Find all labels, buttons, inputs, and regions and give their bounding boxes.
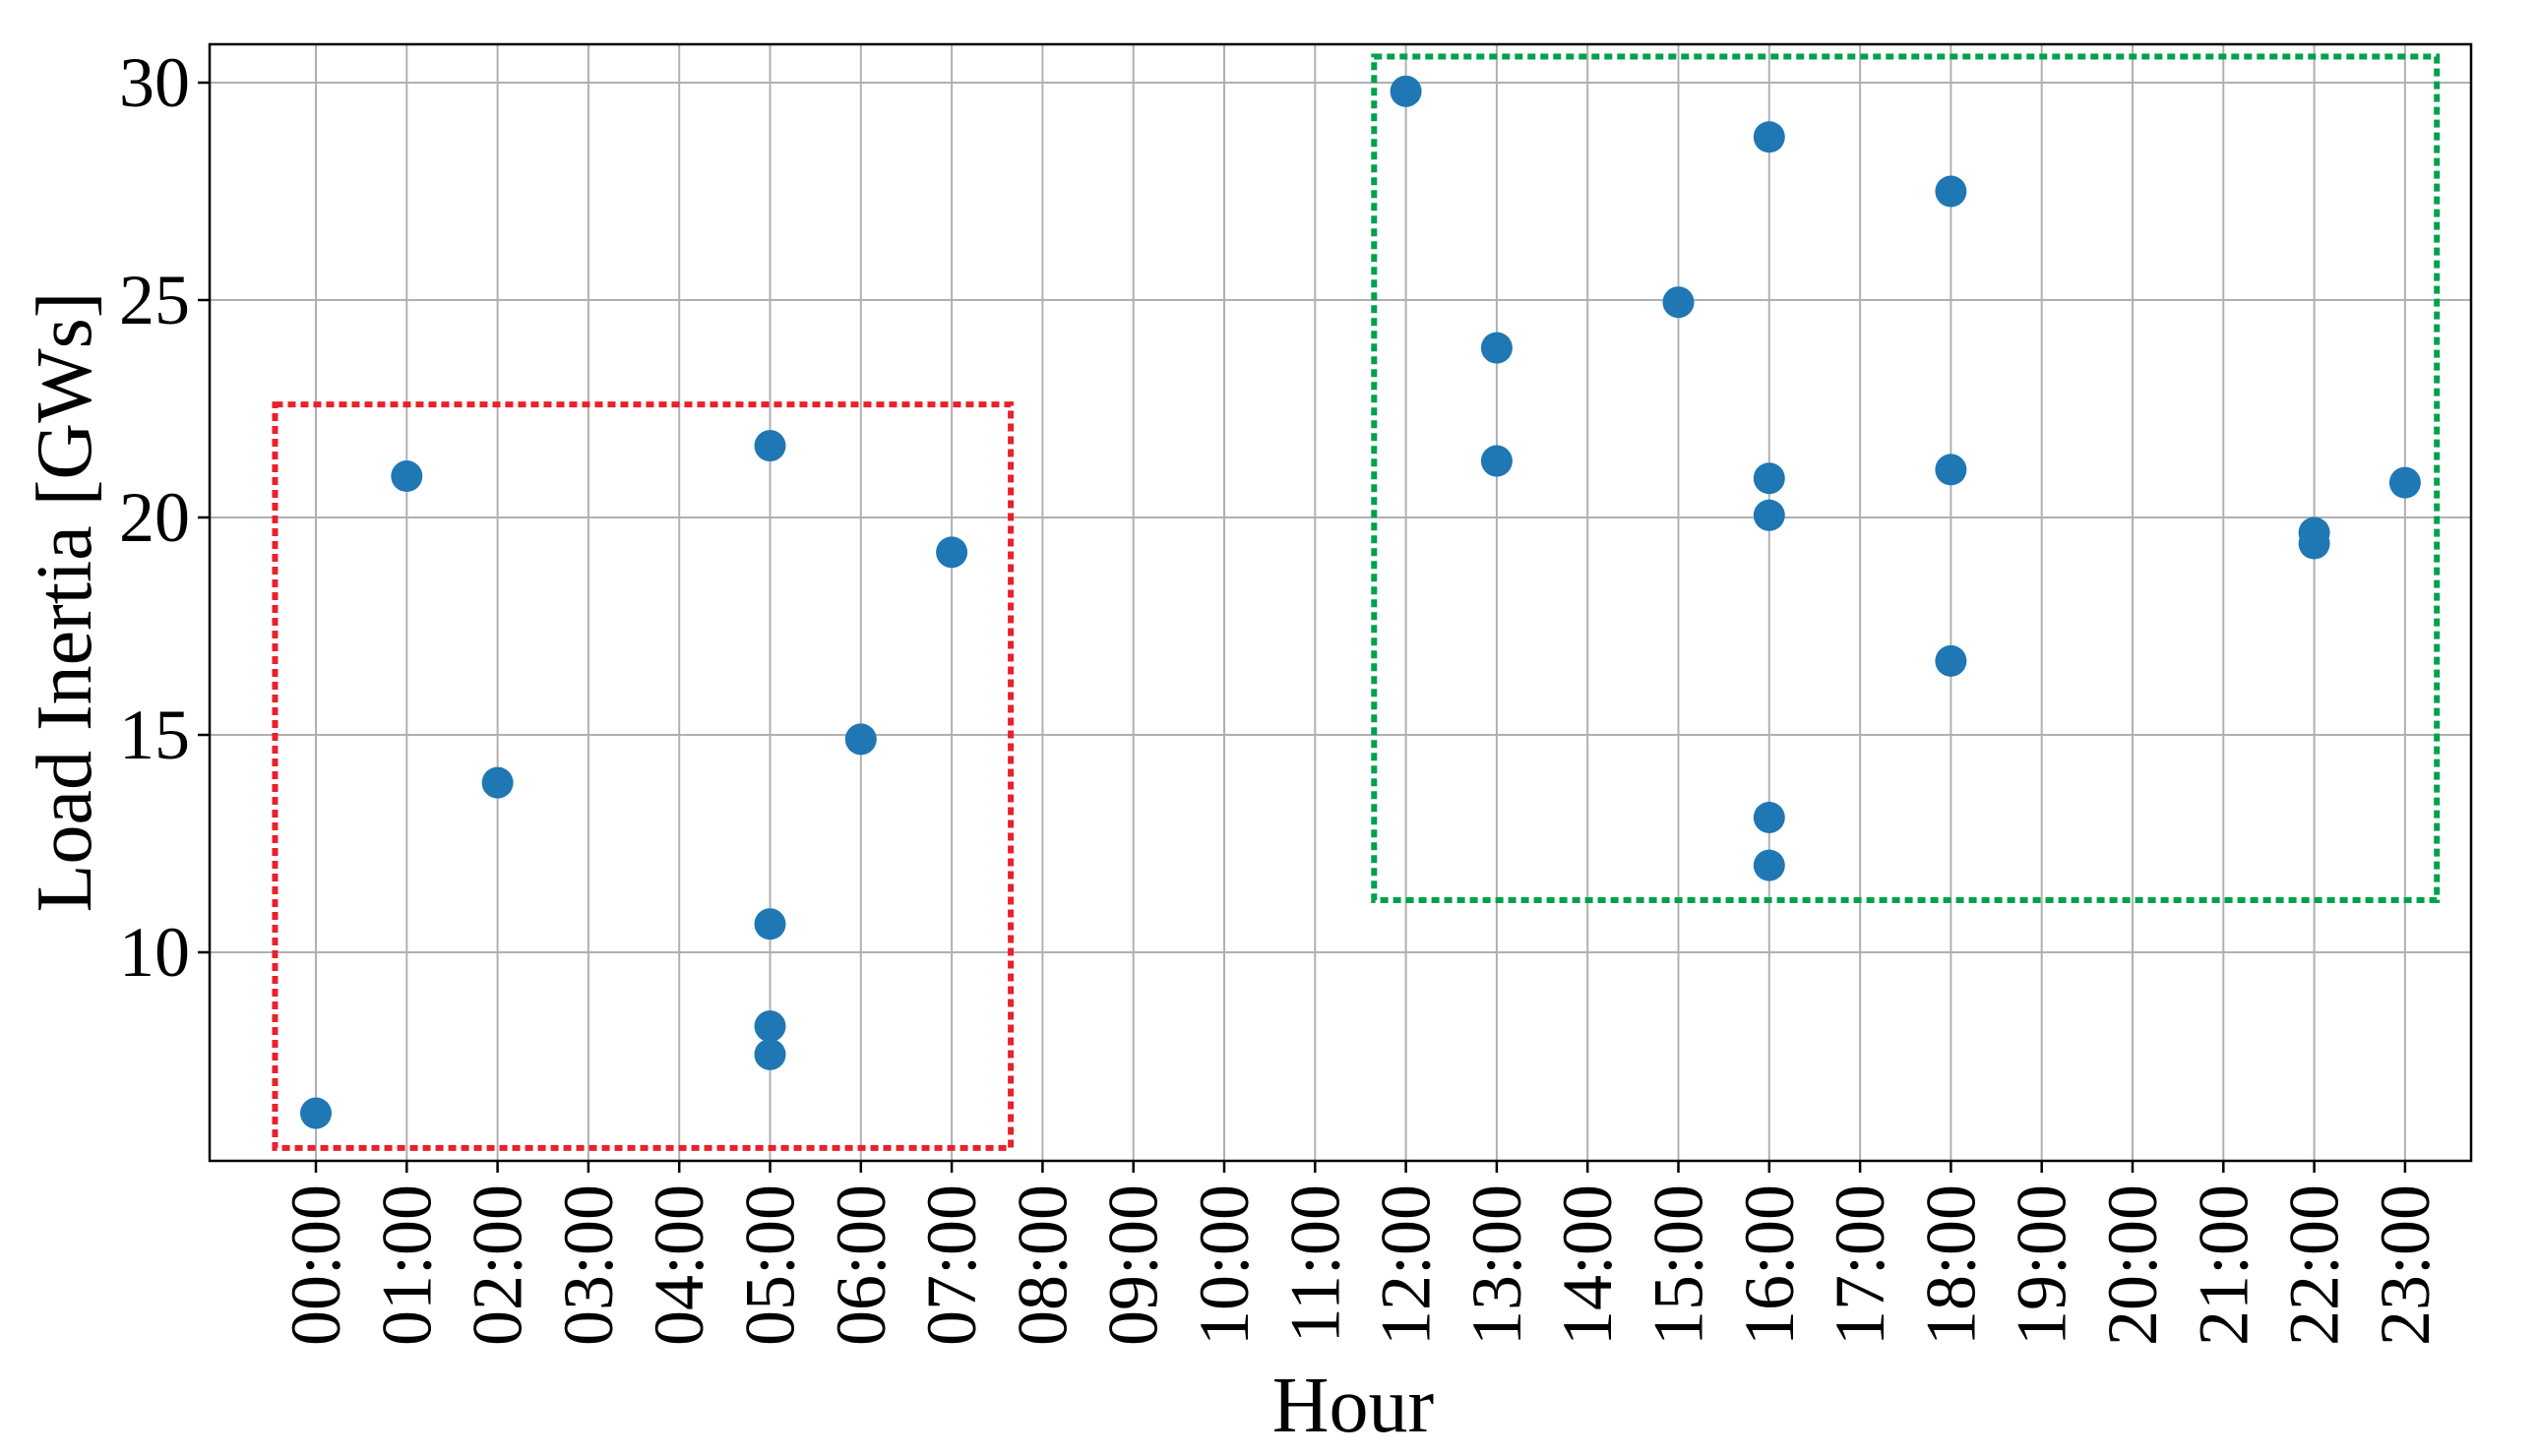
grid-lines (210, 44, 2471, 1161)
x-axis-ticks: 00:00 01:00 02:00 03:00 04:00 05:00 06:00 07:00… (277, 1161, 2445, 1346)
x-tick-label: 07:00 (912, 1184, 991, 1346)
x-tick-label: 19:00 (2003, 1184, 2081, 1346)
x-tick-label: 10:00 (1185, 1184, 1264, 1346)
data-point (1753, 462, 1785, 495)
plot-frame (208, 42, 2473, 1163)
data-point (1753, 849, 1785, 881)
data-point (1662, 286, 1695, 319)
x-tick-label: 23:00 (2366, 1184, 2445, 1346)
data-points (300, 75, 2421, 1129)
y-tick-label: 25 (119, 261, 190, 339)
data-point (300, 1097, 332, 1129)
x-tick-label: 15:00 (1640, 1184, 1718, 1346)
y-tick-label: 20 (119, 478, 190, 557)
data-point (936, 536, 968, 569)
x-tick-label: 02:00 (459, 1184, 537, 1346)
data-point (844, 723, 877, 756)
data-point (391, 460, 423, 493)
x-tick-label: 14:00 (1548, 1184, 1627, 1346)
x-tick-label: 22:00 (2275, 1184, 2354, 1346)
x-tick-label: 00:00 (277, 1184, 355, 1346)
x-tick-label: 04:00 (640, 1184, 718, 1346)
x-tick-label: 08:00 (1003, 1184, 1082, 1346)
data-point (1390, 75, 1422, 107)
data-point (2298, 527, 2330, 560)
data-point (1935, 175, 1967, 208)
x-tick-label: 09:00 (1094, 1184, 1173, 1346)
data-point (1935, 644, 1967, 677)
data-point (754, 1038, 786, 1070)
x-tick-label: 05:00 (731, 1184, 810, 1346)
y-axis-title: Load Inertia [GWs] (22, 292, 108, 913)
data-point (754, 1010, 786, 1043)
x-tick-label: 12:00 (1367, 1184, 1446, 1346)
data-point (1480, 445, 1513, 477)
data-point (1935, 454, 1967, 486)
x-tick-label: 03:00 (549, 1184, 628, 1346)
data-point (754, 908, 786, 940)
y-tick-label: 10 (119, 913, 190, 992)
x-tick-label: 06:00 (822, 1184, 900, 1346)
y-tick-label: 15 (119, 696, 190, 774)
region-box-green (1371, 53, 2441, 903)
x-axis-title: Hour (1272, 1363, 1434, 1449)
data-point (1753, 801, 1785, 833)
x-tick-label: 13:00 (1457, 1184, 1536, 1346)
x-tick-label: 21:00 (2184, 1184, 2262, 1346)
data-point (2388, 466, 2421, 499)
y-tick-label: 30 (119, 43, 190, 122)
highlight-regions (272, 53, 2441, 1151)
data-point (754, 430, 786, 462)
x-tick-label: 11:00 (1275, 1184, 1354, 1343)
x-tick-label: 01:00 (367, 1184, 446, 1346)
x-tick-label: 18:00 (1911, 1184, 1990, 1346)
data-point (1753, 121, 1785, 153)
x-tick-label: 20:00 (2093, 1184, 2172, 1346)
x-tick-label: 17:00 (1821, 1184, 1899, 1346)
data-point (481, 766, 514, 799)
data-point (1753, 499, 1785, 531)
x-tick-label: 16:00 (1730, 1184, 1809, 1346)
region-box-red (272, 401, 1015, 1151)
data-point (1480, 332, 1513, 364)
y-axis-ticks: 10 15 20 25 30 (119, 43, 210, 992)
